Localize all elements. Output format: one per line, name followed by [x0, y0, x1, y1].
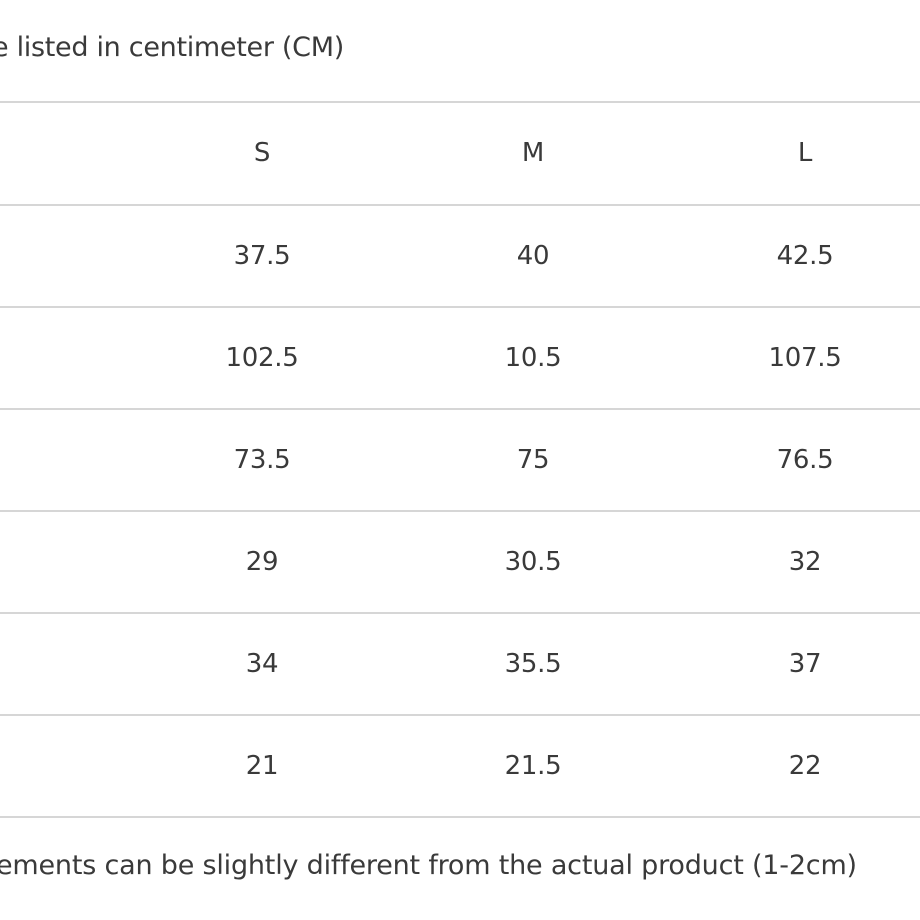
cell-l: 37	[788, 649, 822, 679]
cell-s: 73.5	[233, 445, 291, 475]
header-size-l: L	[797, 138, 813, 168]
cell-l: 32	[788, 547, 822, 577]
cell-s: 37.5	[233, 241, 291, 271]
table-row: 102.5 10.5 107.5	[0, 308, 920, 408]
cell-s: 21	[245, 751, 279, 781]
table-divider	[0, 510, 920, 512]
table-row: 34 35.5 37	[0, 614, 920, 714]
table-row: 73.5 75 76.5	[0, 410, 920, 510]
cell-s: 29	[245, 547, 279, 577]
measurement-disclaimer: ements can be slightly different from th…	[0, 850, 857, 881]
table-row: 21 21.5 22	[0, 716, 920, 816]
table-divider	[0, 816, 920, 818]
header-size-m: M	[521, 138, 545, 168]
table-row: 29 30.5 32	[0, 512, 920, 612]
cell-m: 21.5	[504, 751, 562, 781]
table-divider	[0, 714, 920, 716]
cell-m: 40	[516, 241, 550, 271]
cell-s: 102.5	[225, 343, 299, 373]
units-note: e listed in centimeter (CM)	[0, 32, 344, 63]
table-divider	[0, 204, 920, 206]
cell-m: 75	[516, 445, 550, 475]
cell-l: 42.5	[776, 241, 834, 271]
table-divider	[0, 408, 920, 410]
cell-l: 76.5	[776, 445, 834, 475]
table-divider	[0, 306, 920, 308]
table-row: 37.5 40 42.5	[0, 206, 920, 306]
cell-l: 107.5	[768, 343, 842, 373]
cell-l: 22	[788, 751, 822, 781]
header-size-s: S	[253, 138, 271, 168]
table-divider	[0, 612, 920, 614]
cell-m: 10.5	[504, 343, 562, 373]
cell-m: 30.5	[504, 547, 562, 577]
cell-s: 34	[245, 649, 279, 679]
cell-m: 35.5	[504, 649, 562, 679]
table-header-row: S M L	[0, 103, 920, 203]
table-divider	[0, 101, 920, 103]
